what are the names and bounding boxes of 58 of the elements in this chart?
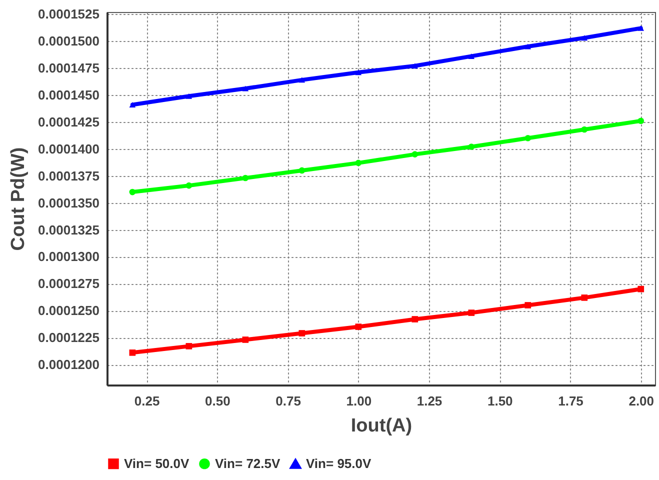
point xyxy=(581,35,588,41)
point xyxy=(638,286,644,292)
x-tick-label: 1.00 xyxy=(346,394,372,408)
point xyxy=(581,294,588,301)
x-tick-label: 0.50 xyxy=(205,394,230,408)
point xyxy=(638,25,644,31)
point xyxy=(412,151,418,158)
point xyxy=(186,93,192,99)
point xyxy=(186,343,192,350)
point xyxy=(524,44,532,50)
legend-label: Vin= 72.5V xyxy=(215,456,280,471)
y-tick-label: 0.0001375 xyxy=(38,168,100,184)
point xyxy=(242,174,249,182)
point xyxy=(412,63,418,69)
x-tick-label: 1.75 xyxy=(558,394,584,408)
line-series xyxy=(129,25,644,108)
point xyxy=(524,134,532,142)
point xyxy=(468,144,475,150)
x-tick-label: 0.75 xyxy=(276,394,301,408)
x-tick-label: 1.25 xyxy=(416,394,442,408)
point xyxy=(581,126,588,133)
y-tick-label: 0.0001400 xyxy=(38,141,100,156)
y-tick-label: 0.0001425 xyxy=(38,114,100,130)
point xyxy=(298,167,306,174)
point xyxy=(186,182,192,189)
point xyxy=(129,102,136,108)
y-tick-label: 0.0001225 xyxy=(38,330,100,346)
point xyxy=(412,316,418,322)
legend-label: Vin= 50.0V xyxy=(124,456,190,471)
point xyxy=(355,70,362,76)
point xyxy=(242,336,249,343)
point xyxy=(468,310,475,316)
point xyxy=(355,324,362,330)
y-tick-label: 0.0001475 xyxy=(38,60,100,76)
y-tick-label: 0.0001300 xyxy=(38,249,100,264)
y-tick-label: 0.0001450 xyxy=(38,88,100,103)
y-tick-label: 0.0001525 xyxy=(38,6,100,22)
point xyxy=(129,349,136,356)
point xyxy=(298,77,306,83)
y-tick-label: 0.0001500 xyxy=(38,34,100,49)
legend-label: Vin= 95.0V xyxy=(306,456,372,472)
y-axis-title: Cout Pd(W) xyxy=(8,147,30,251)
y-tick-label: 0.0001200 xyxy=(38,357,100,372)
point xyxy=(242,86,249,92)
y-tick-label: 0.0001325 xyxy=(38,222,100,238)
point xyxy=(129,188,136,196)
point xyxy=(355,160,362,166)
x-axis-title: Iout(A) xyxy=(350,416,412,436)
x-tick-label: 0.25 xyxy=(134,394,160,408)
y-tick-label: 0.0001350 xyxy=(38,195,100,210)
point xyxy=(298,330,306,336)
y-tick-label: 0.0001275 xyxy=(38,276,100,292)
point xyxy=(638,118,644,124)
y-tick-label: 0.0001250 xyxy=(38,303,100,318)
point xyxy=(524,302,532,308)
x-tick-label: 2.00 xyxy=(628,394,654,408)
x-tick-label: 1.50 xyxy=(487,394,513,408)
point xyxy=(468,53,475,59)
